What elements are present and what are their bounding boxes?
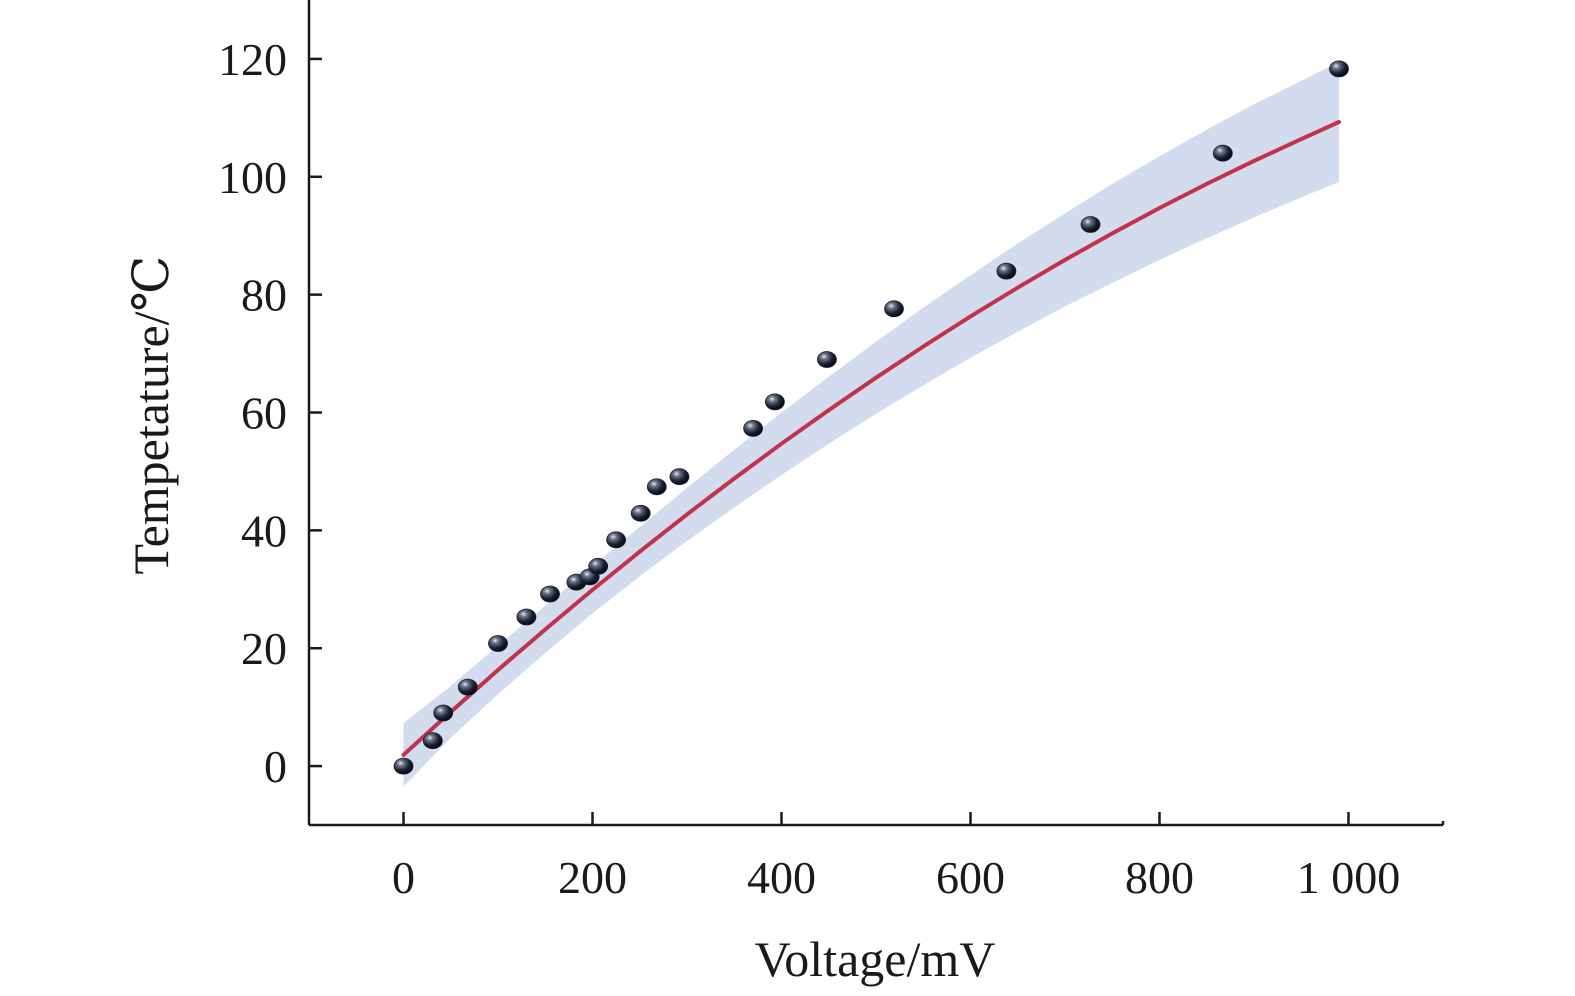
data-point xyxy=(646,478,667,496)
data-point xyxy=(669,468,690,486)
x-tick-label: 200 xyxy=(558,852,627,903)
y-tick-label: 80 xyxy=(241,270,287,321)
data-point xyxy=(1080,216,1101,233)
data-point xyxy=(996,262,1017,280)
x-tick-label: 600 xyxy=(936,852,1005,903)
data-point xyxy=(884,300,904,318)
y-tick-label: 20 xyxy=(241,623,287,674)
data-point xyxy=(457,678,478,696)
data-point xyxy=(630,504,651,522)
fit-curve xyxy=(401,120,1341,757)
data-point xyxy=(540,585,560,603)
data-point xyxy=(422,732,443,750)
data-point xyxy=(516,608,537,626)
data-point xyxy=(393,757,414,775)
data-point xyxy=(765,393,785,411)
data-point xyxy=(588,557,609,575)
axes-layer xyxy=(307,0,1445,827)
x-tick-label: 1 000 xyxy=(1297,852,1401,903)
data-points-layer xyxy=(393,60,1349,775)
y-tick-label: 60 xyxy=(241,388,287,439)
x-tick-label: 800 xyxy=(1125,852,1194,903)
y-tick-label: 40 xyxy=(241,505,287,556)
data-point xyxy=(743,419,763,437)
data-point xyxy=(1329,60,1349,78)
confidence-band-layer xyxy=(403,61,1339,787)
y-tick-label: 0 xyxy=(264,741,287,792)
y-tick-label: 100 xyxy=(218,152,287,203)
fit-curve-layer xyxy=(401,120,1341,757)
data-point xyxy=(433,704,454,722)
x-axis-title: Voltage/mV xyxy=(755,931,996,987)
data-point xyxy=(1212,144,1233,162)
confidence-band xyxy=(403,61,1339,787)
y-axis-title: Tempetature/℃ xyxy=(123,256,179,575)
data-point xyxy=(606,531,626,549)
tick-labels-layer: 0 20 40 60 80 100 120 0 200 400 600 800 1 000 xyxy=(218,34,1400,903)
x-tick-label: 400 xyxy=(747,852,816,903)
x-tick-label: 0 xyxy=(392,852,415,903)
data-point xyxy=(817,351,837,368)
data-point xyxy=(488,635,508,652)
y-tick-label: 120 xyxy=(218,34,287,85)
